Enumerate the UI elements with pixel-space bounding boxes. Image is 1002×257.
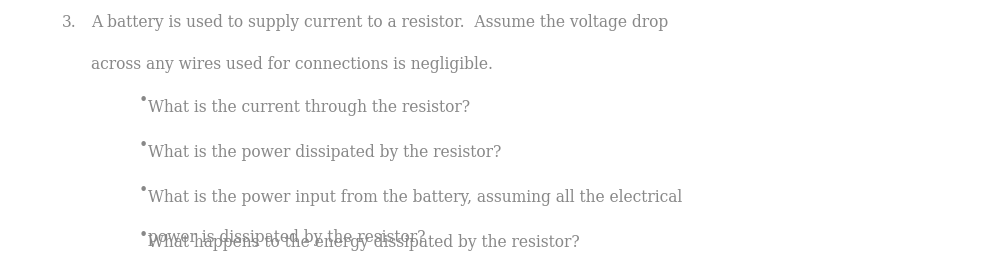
Text: power is dissipated by the resistor?: power is dissipated by the resistor?: [148, 228, 426, 246]
Text: 3.: 3.: [62, 14, 77, 31]
Text: •: •: [138, 137, 147, 154]
Text: •: •: [138, 92, 147, 109]
Text: •: •: [138, 227, 147, 244]
Text: What is the current through the resistor?: What is the current through the resistor…: [148, 99, 470, 116]
Text: A battery is used to supply current to a resistor.  Assume the voltage drop: A battery is used to supply current to a…: [91, 14, 668, 31]
Text: What is the power input from the battery, assuming all the electrical: What is the power input from the battery…: [148, 189, 682, 206]
Text: across any wires used for connections is negligible.: across any wires used for connections is…: [91, 56, 493, 74]
Text: •: •: [138, 182, 147, 199]
Text: What is the power dissipated by the resistor?: What is the power dissipated by the resi…: [148, 144, 501, 161]
Text: What happens to the energy dissipated by the resistor?: What happens to the energy dissipated by…: [148, 234, 579, 251]
